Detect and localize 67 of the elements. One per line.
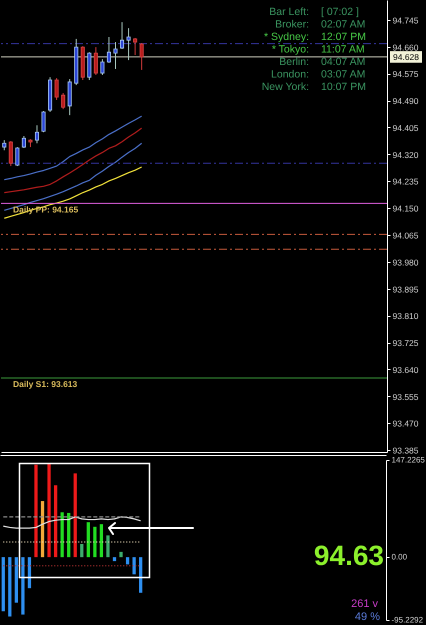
candlestick [94, 46, 98, 76]
annotation: Broker: 02:07 AM [275, 18, 366, 30]
bar [80, 544, 84, 558]
bar [8, 557, 12, 617]
y-tick-label: 94.235 [392, 176, 419, 187]
line-series [4, 128, 142, 194]
y-tick-label: 147.2265 [392, 456, 426, 464]
y-tick-label: 94.490 [392, 96, 419, 106]
bar [14, 557, 18, 603]
annotation: Bar Left: [ 07:02 ] [269, 6, 360, 18]
candlestick [8, 140, 13, 167]
annotation: London: 03:07 AM [271, 68, 366, 80]
candlestick [34, 124, 40, 144]
candlestick [15, 146, 20, 167]
candlestick [133, 37, 138, 56]
bar [2, 557, 5, 612]
bar [112, 557, 116, 562]
annotation: New York: 10:07 PM [262, 81, 366, 93]
annotation: 49 % [354, 611, 380, 623]
annotation: 94.63 [314, 540, 384, 571]
y-tick-label: 94.745 [392, 15, 419, 26]
y-tick-label: 93.385 [392, 446, 419, 456]
y-tick-label: 93.895 [392, 284, 419, 294]
bar [126, 557, 130, 564]
bar [93, 526, 96, 558]
ref-line-label: Daily PP: 94.165 [13, 204, 78, 214]
annotation: Berlin: 04:07 AM [279, 56, 366, 68]
bar [67, 512, 70, 558]
annotation: 261 v [351, 598, 378, 610]
y-tick-label: 93.810 [392, 311, 419, 322]
bar [86, 522, 90, 558]
bar [74, 473, 77, 558]
y-tick-label: 94.065 [392, 230, 419, 241]
candlestick [2, 140, 6, 151]
candlestick [140, 42, 144, 70]
y-tick-label: 94.405 [392, 122, 419, 133]
y-tick-label: 93.725 [392, 338, 419, 348]
bar [60, 512, 64, 558]
line-series [4, 166, 142, 219]
bar [100, 524, 104, 558]
bar [139, 557, 142, 593]
candlestick [41, 110, 46, 133]
candlestick [61, 92, 66, 110]
bar [132, 557, 136, 574]
ref-line-label: Daily S1: 93.613 [13, 378, 78, 389]
line-series [4, 115, 142, 180]
annotation: 94.628 [393, 52, 420, 62]
y-tick-label: 93.980 [392, 257, 419, 268]
y-tick-label: 94.575 [392, 69, 419, 80]
candlestick [126, 28, 131, 61]
candlestick [113, 42, 118, 70]
y-tick-label: 93.555 [392, 392, 419, 402]
y-tick-label: 0.00 [392, 552, 408, 562]
annotation: * Tokyo: 11:07 AM [272, 44, 365, 56]
candlestick [22, 136, 26, 149]
candlestick [54, 78, 59, 100]
y-tick-label: 93.470 [392, 418, 419, 429]
candlestick [120, 22, 124, 50]
candlestick [100, 58, 104, 76]
y-tick-label: -95.2292 [392, 616, 424, 624]
y-tick-label: 93.640 [392, 364, 419, 375]
candlestick [106, 36, 111, 64]
line-series [2, 516, 142, 529]
y-tick-label: 94.660 [392, 42, 419, 52]
y-tick-label: 94.150 [392, 204, 419, 214]
y-tick-label: 94.320 [392, 150, 419, 160]
annotation: * Sydney: 12:07 PM [264, 31, 366, 43]
